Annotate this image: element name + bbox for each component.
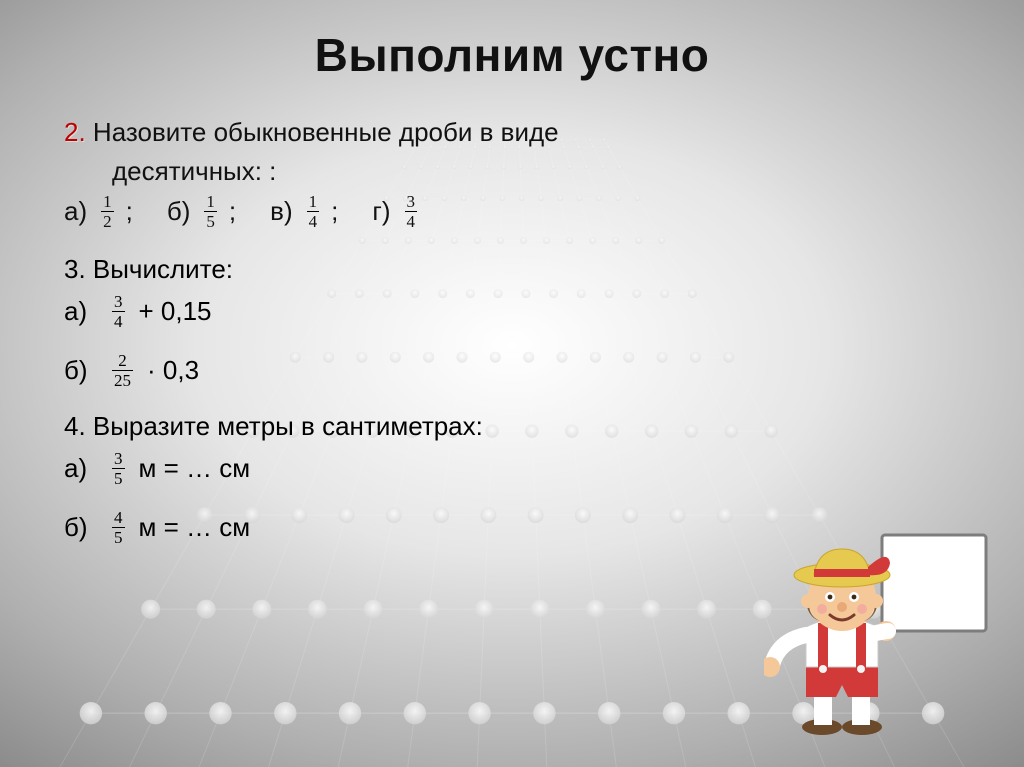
q3-b: б) 2 25 · 0,3 bbox=[64, 352, 960, 389]
q2-item-tail: ; bbox=[126, 196, 133, 227]
q4-b-fraction: 4 5 bbox=[112, 509, 125, 546]
q2-text-2: десятичных: : bbox=[64, 155, 960, 188]
q3-b-label: б) bbox=[64, 355, 98, 386]
q2-item-fraction: 12 bbox=[101, 193, 114, 230]
character-illustration bbox=[764, 527, 994, 737]
slide: Выполним устно 2. Назовите обыкновенные … bbox=[0, 0, 1024, 767]
q3-a-label: а) bbox=[64, 296, 98, 327]
q3-head: 3. Вычислите: bbox=[64, 254, 960, 285]
q3-a: а) 3 4 + 0,15 bbox=[64, 293, 960, 330]
q4-b-den: 5 bbox=[112, 527, 125, 546]
q2-prompt: 2. Назовите обыкновенные дроби в виде bbox=[64, 116, 960, 149]
q2-item-label: г) bbox=[372, 196, 390, 227]
q4-b-num: 4 bbox=[112, 509, 125, 527]
content: Выполним устно 2. Назовите обыкновенные … bbox=[0, 0, 1024, 546]
whiteboard-icon bbox=[882, 535, 986, 631]
q4-a-rest: м = … см bbox=[139, 453, 251, 484]
q2-item-label: а) bbox=[64, 196, 87, 227]
q2-item-label: б) bbox=[167, 196, 191, 227]
q2-item-fraction: 15 bbox=[204, 193, 217, 230]
q4-a-label: а) bbox=[64, 453, 98, 484]
q3-a-num: 3 bbox=[112, 293, 125, 311]
q2-text-1: Назовите обыкновенные дроби в виде bbox=[93, 117, 559, 147]
q4-a-fraction: 3 5 bbox=[112, 450, 125, 487]
q3-a-fraction: 3 4 bbox=[112, 293, 125, 330]
q4-a-den: 5 bbox=[112, 468, 125, 487]
q3-b-fraction: 2 25 bbox=[112, 352, 133, 389]
q3-a-den: 4 bbox=[112, 311, 125, 330]
q2-items: а) 12 ; б) 15 ; в) 14 ; г) 34 bbox=[64, 193, 960, 230]
q2-item-label: в) bbox=[270, 196, 292, 227]
q2-item-tail: ; bbox=[331, 196, 338, 227]
q2-item-fraction: 34 bbox=[405, 193, 418, 230]
q4-b-label: б) bbox=[64, 512, 98, 543]
q3-b-den: 25 bbox=[112, 370, 133, 389]
q2-item-tail: ; bbox=[229, 196, 236, 227]
q4-a-num: 3 bbox=[112, 450, 125, 468]
q2-item-fraction: 14 bbox=[307, 193, 320, 230]
q2-number: 2. bbox=[64, 117, 86, 147]
q4-a: а) 3 5 м = … см bbox=[64, 450, 960, 487]
q4-head: 4. Выразите метры в сантиметрах: bbox=[64, 411, 960, 442]
page-title: Выполним устно bbox=[64, 28, 960, 82]
q3-a-rest: + 0,15 bbox=[139, 296, 212, 327]
q3-b-num: 2 bbox=[116, 352, 129, 370]
q4-b-rest: м = … см bbox=[139, 512, 251, 543]
q3-b-rest: · 0,3 bbox=[147, 355, 199, 386]
